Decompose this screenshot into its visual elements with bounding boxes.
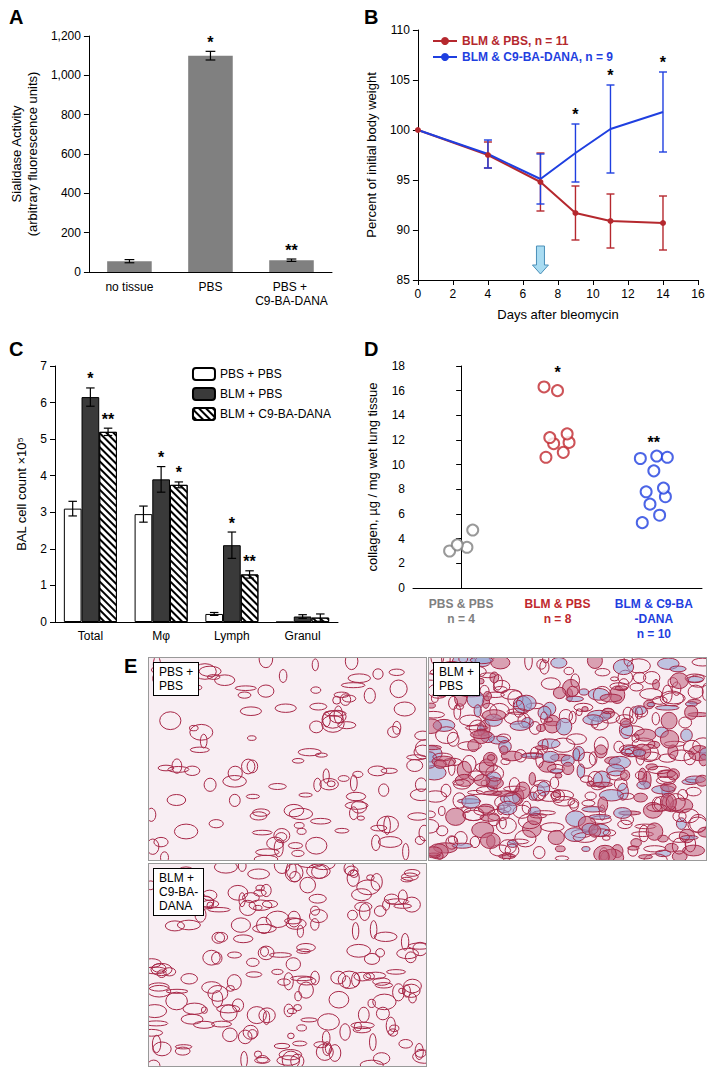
svg-text:16: 16: [392, 384, 406, 398]
svg-text:2: 2: [450, 287, 457, 301]
svg-text:105: 105: [390, 73, 410, 87]
svg-text:0: 0: [398, 581, 405, 595]
svg-text:5: 5: [40, 432, 47, 446]
svg-text:BLM + PBS: BLM + PBS: [220, 387, 282, 401]
svg-text:6: 6: [520, 287, 527, 301]
svg-text:n = 10: n = 10: [637, 627, 672, 641]
svg-text:*: *: [87, 370, 94, 387]
html-text:BLM + PBS: BLM + PBS: [439, 665, 474, 693]
svg-text:2: 2: [40, 542, 47, 556]
svg-text:200: 200: [61, 226, 81, 240]
html-text:BLM + C9-BA- DANA: BLM + C9-BA- DANA: [159, 871, 199, 913]
svg-text:7: 7: [40, 359, 47, 373]
svg-text:Mφ: Mφ: [152, 629, 170, 643]
svg-text:8: 8: [555, 287, 562, 301]
svg-text:*: *: [229, 515, 236, 532]
svg-text:4: 4: [40, 469, 47, 483]
svg-text:**: **: [648, 434, 661, 451]
svg-text:*: *: [176, 464, 183, 481]
svg-text:100: 100: [390, 123, 410, 137]
svg-text:n = 8: n = 8: [544, 612, 572, 626]
svg-text:no tissue: no tissue: [105, 280, 153, 294]
svg-text:6: 6: [398, 507, 405, 521]
svg-text:90: 90: [397, 223, 411, 237]
svg-text:BLM + C9-BA-DANA: BLM + C9-BA-DANA: [220, 407, 331, 421]
svg-text:PBS & PBS: PBS & PBS: [429, 597, 494, 611]
svg-text:PBS + PBS: PBS + PBS: [220, 367, 282, 381]
svg-text:BAL cell count ×10⁵: BAL cell count ×10⁵: [14, 437, 29, 551]
svg-text:0: 0: [74, 265, 81, 279]
svg-text:Percent of initial body weight: Percent of initial body weight: [364, 72, 379, 238]
svg-text:600: 600: [61, 147, 81, 161]
svg-text:*: *: [607, 67, 614, 84]
html-text:E: E: [124, 655, 138, 677]
svg-text:**: **: [243, 553, 256, 570]
svg-text:C9-BA-DANA: C9-BA-DANA: [255, 294, 328, 308]
svg-text:Days after bleomycin: Days after bleomycin: [497, 307, 618, 322]
svg-text:1,000: 1,000: [51, 68, 81, 82]
svg-text:**: **: [285, 242, 298, 259]
svg-text:18: 18: [392, 359, 406, 373]
svg-text:6: 6: [40, 396, 47, 410]
svg-text:BLM & PBS: BLM & PBS: [525, 597, 591, 611]
svg-text:110: 110: [391, 23, 410, 37]
svg-text:10: 10: [392, 458, 406, 472]
svg-text:3: 3: [40, 505, 47, 519]
svg-text:collagen, µg / mg wet lung tis: collagen, µg / mg wet lung tissue: [365, 383, 380, 572]
svg-text:Total: Total: [78, 629, 103, 643]
svg-text:C: C: [9, 338, 23, 360]
svg-text:-DANA: -DANA: [634, 612, 673, 626]
svg-text:*: *: [660, 54, 667, 71]
svg-text:400: 400: [61, 186, 81, 200]
svg-text:4: 4: [398, 532, 405, 546]
svg-text:95: 95: [397, 173, 411, 187]
svg-text:Sialidase Activity: Sialidase Activity: [9, 105, 24, 202]
svg-text:A: A: [9, 6, 23, 28]
svg-text:0: 0: [415, 287, 422, 301]
svg-text:1,200: 1,200: [51, 29, 81, 43]
svg-text:16: 16: [691, 287, 705, 301]
svg-text:12: 12: [621, 287, 635, 301]
svg-text:8: 8: [398, 482, 405, 496]
svg-text:PBS +: PBS +: [273, 280, 311, 294]
svg-text:0: 0: [40, 615, 47, 629]
svg-text:BLM & PBS, n = 11: BLM & PBS, n = 11: [462, 34, 569, 48]
svg-text:Granul: Granul: [285, 629, 321, 643]
svg-text:*: *: [554, 364, 561, 381]
svg-text:2: 2: [398, 556, 405, 570]
html-text:PBS + PBS: PBS + PBS: [159, 665, 194, 693]
svg-text:10: 10: [586, 287, 600, 301]
svg-text:BLM & C9-BA: BLM & C9-BA: [615, 597, 693, 611]
svg-text:D: D: [364, 338, 378, 360]
svg-text:*: *: [158, 449, 165, 466]
svg-text:800: 800: [61, 108, 81, 122]
svg-text:BLM & C9-BA-DANA, n = 9: BLM & C9-BA-DANA, n = 9: [462, 50, 613, 64]
svg-text:14: 14: [392, 408, 406, 422]
svg-text:1: 1: [40, 578, 47, 592]
svg-text:**: **: [102, 411, 115, 428]
svg-text:B: B: [364, 6, 378, 28]
svg-text:(arbitrary fluorescence units): (arbitrary fluorescence units): [25, 72, 40, 237]
svg-text:4: 4: [485, 287, 492, 301]
svg-text:Lymph: Lymph: [214, 629, 250, 643]
svg-text:*: *: [207, 34, 214, 51]
svg-text:85: 85: [397, 273, 411, 287]
svg-text:14: 14: [656, 287, 670, 301]
svg-text:12: 12: [392, 433, 406, 447]
svg-text:n = 4: n = 4: [447, 612, 475, 626]
svg-text:PBS: PBS: [198, 280, 222, 294]
svg-text:*: *: [572, 106, 579, 123]
